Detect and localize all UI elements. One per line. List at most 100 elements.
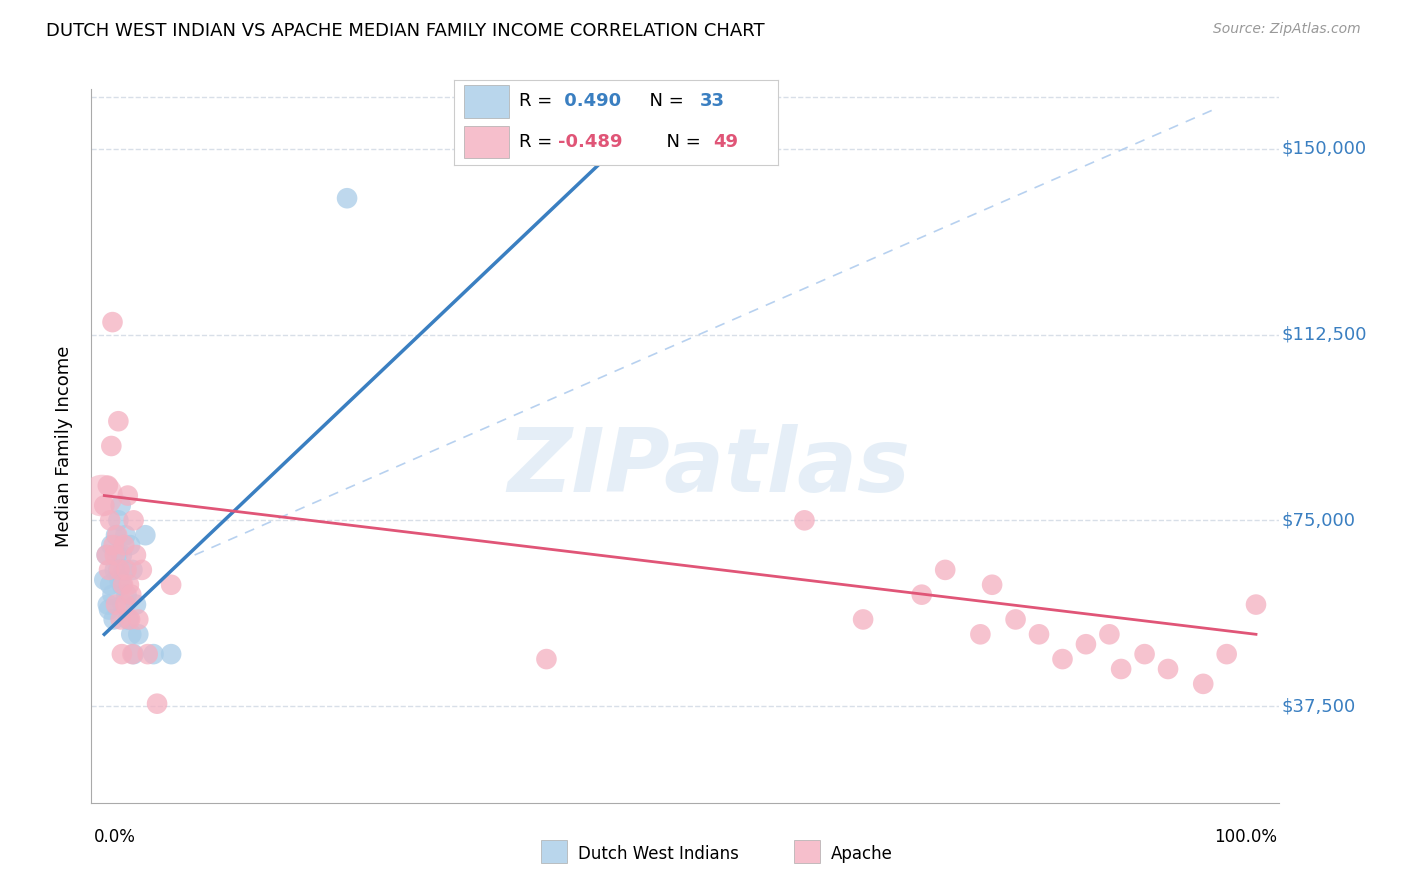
Point [115, 588, 138, 602]
FancyBboxPatch shape [464, 126, 509, 158]
Point [118, 578, 141, 592]
Point [146, 697, 169, 711]
Point [1215, 647, 1237, 661]
Text: 0.0%: 0.0% [94, 828, 135, 846]
Point [121, 563, 143, 577]
Text: 49: 49 [713, 133, 738, 151]
Point [117, 612, 139, 626]
Text: N =: N = [655, 133, 706, 151]
Point [1004, 612, 1026, 626]
Point [1052, 652, 1074, 666]
Point [911, 588, 934, 602]
Point [120, 627, 142, 641]
Point [105, 528, 128, 542]
Point [127, 627, 149, 641]
Point [100, 538, 122, 552]
Point [160, 647, 183, 661]
Text: R =: R = [519, 133, 558, 151]
Point [111, 647, 134, 661]
Point [107, 513, 129, 527]
Point [98, 563, 121, 577]
Point [93, 499, 115, 513]
Point [115, 563, 138, 577]
Point [1133, 647, 1156, 661]
Point [108, 563, 131, 577]
Point [110, 499, 132, 513]
Point [125, 598, 148, 612]
Text: R =: R = [519, 93, 558, 111]
Point [101, 588, 124, 602]
Point [136, 647, 159, 661]
Point [104, 548, 127, 562]
Point [134, 528, 156, 542]
Point [91, 489, 114, 503]
Point [111, 548, 134, 562]
Text: N =: N = [638, 93, 690, 111]
FancyBboxPatch shape [464, 86, 509, 118]
Point [125, 548, 148, 562]
Point [107, 563, 129, 577]
Point [103, 612, 125, 626]
Point [1098, 627, 1121, 641]
Point [1028, 627, 1050, 641]
Point [127, 612, 149, 626]
Text: 100.0%: 100.0% [1215, 828, 1277, 846]
Point [105, 548, 128, 562]
Point [160, 578, 183, 592]
Point [100, 439, 122, 453]
Point [122, 513, 145, 527]
Point [96, 548, 118, 562]
Point [122, 647, 145, 661]
Text: $37,500: $37,500 [1282, 698, 1355, 715]
Point [93, 573, 115, 587]
Point [112, 598, 135, 612]
Point [793, 513, 815, 527]
Point [105, 598, 128, 612]
Point [536, 652, 558, 666]
Text: 33: 33 [700, 93, 725, 111]
Y-axis label: Median Family Income: Median Family Income [55, 345, 73, 547]
Point [120, 588, 142, 602]
Point [98, 513, 121, 527]
Point [934, 563, 956, 577]
Text: ZIPatlas: ZIPatlas [508, 424, 911, 511]
Point [105, 528, 128, 542]
Point [112, 563, 135, 577]
Point [101, 315, 124, 329]
Point [981, 578, 1004, 592]
Point [131, 563, 153, 577]
Point [1157, 662, 1180, 676]
Point [107, 414, 129, 428]
Point [969, 627, 991, 641]
Point [117, 489, 139, 503]
Point [142, 647, 165, 661]
Point [112, 538, 135, 552]
Point [118, 612, 141, 626]
Point [104, 563, 127, 577]
Point [1074, 637, 1097, 651]
Point [111, 578, 134, 592]
Point [97, 598, 120, 612]
Text: $112,500: $112,500 [1282, 326, 1368, 343]
Text: $75,000: $75,000 [1282, 511, 1355, 529]
Text: Source: ZipAtlas.com: Source: ZipAtlas.com [1213, 22, 1361, 37]
Text: 0.490: 0.490 [558, 93, 620, 111]
Point [110, 612, 132, 626]
Text: $150,000: $150,000 [1282, 140, 1367, 158]
Point [1244, 598, 1267, 612]
Point [114, 598, 136, 612]
Point [121, 647, 143, 661]
Point [97, 478, 120, 492]
Point [98, 602, 121, 616]
Point [96, 548, 118, 562]
Point [98, 578, 121, 592]
Point [1109, 662, 1132, 676]
Point [112, 578, 135, 592]
Point [1192, 677, 1215, 691]
Point [120, 538, 142, 552]
Point [108, 573, 131, 587]
Text: DUTCH WEST INDIAN VS APACHE MEDIAN FAMILY INCOME CORRELATION CHART: DUTCH WEST INDIAN VS APACHE MEDIAN FAMIL… [46, 22, 765, 40]
Text: -0.489: -0.489 [558, 133, 621, 151]
Point [114, 528, 136, 542]
Point [103, 538, 125, 552]
